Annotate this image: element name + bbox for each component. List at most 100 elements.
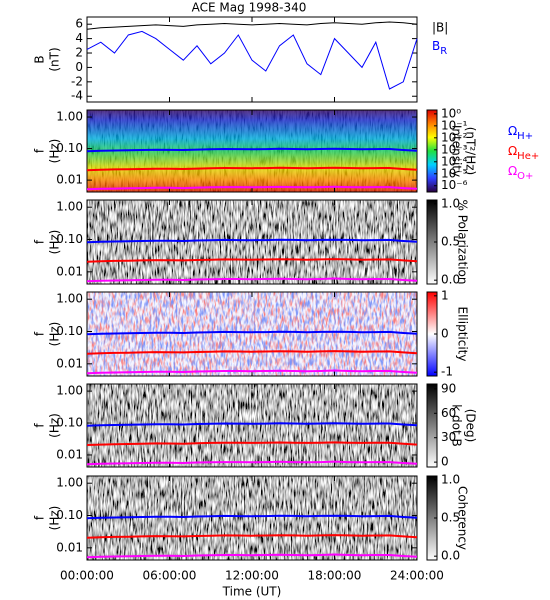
series-line bbox=[87, 369, 417, 375]
series-line bbox=[87, 534, 417, 539]
panel: 0 30 60 90 k dot B (Deg) 1.00 0.10 0.01 f (Hz) bbox=[33, 381, 478, 468]
colorbar-tick-label: 10⁻⁴ bbox=[441, 154, 468, 168]
y-tick-label: 2 bbox=[75, 46, 83, 60]
colorbar bbox=[426, 383, 438, 468]
y-axis-label: f bbox=[33, 239, 47, 244]
series-line bbox=[87, 330, 417, 336]
colorbar-tick-label: 0.5 bbox=[441, 511, 460, 525]
series-line bbox=[87, 277, 417, 283]
colorbar-tick-label: 10⁻¹ bbox=[441, 118, 468, 132]
series-lines bbox=[86, 21, 418, 90]
y-tick-label: -2 bbox=[71, 74, 83, 88]
panel: 0.0 0.5 1.0% Polarization 1.00 0.10 0.01 f (Hz) bbox=[33, 196, 470, 286]
colorbar-tick-label: 10⁻² bbox=[441, 130, 468, 144]
colorbar-label: Coherency bbox=[456, 486, 470, 550]
x-axis-label: Time (UT) bbox=[222, 585, 282, 599]
series-line bbox=[87, 441, 417, 446]
y-axis-label: (Hz) bbox=[48, 506, 62, 531]
y-tick-label: 0.10 bbox=[56, 141, 83, 155]
series-line bbox=[87, 350, 417, 355]
series-line bbox=[86, 30, 418, 90]
series-lines bbox=[87, 514, 417, 559]
chart-title: ACE Mag 1998-340 bbox=[192, 1, 307, 15]
colorbar-tick-label: 0.5 bbox=[441, 235, 460, 249]
y-tick-label: 0.01 bbox=[56, 173, 83, 187]
colorbar-tick-label: -1 bbox=[441, 365, 453, 379]
colorbar-tick-label: 0 bbox=[441, 455, 449, 469]
y-tick-label: -4 bbox=[71, 89, 83, 103]
colorbar-tick-label: 1.0 bbox=[441, 196, 460, 210]
series-line bbox=[87, 258, 417, 263]
y-tick-label: 0.01 bbox=[56, 447, 83, 461]
colorbar bbox=[426, 109, 438, 193]
x-tick-label: 06:00:00 bbox=[143, 569, 197, 583]
legend-entry: |B| bbox=[432, 21, 448, 35]
y-tick-label: 1.00 bbox=[56, 200, 83, 214]
y-axis-label: f bbox=[33, 331, 47, 336]
series-line bbox=[86, 21, 418, 30]
colorbar-label: % Polarization bbox=[456, 200, 470, 285]
colorbar-tick-label: 0.0 bbox=[441, 273, 460, 287]
y-axis-label: (Hz) bbox=[48, 230, 62, 255]
colorbar-tick-label: 60 bbox=[441, 406, 456, 420]
colorbar-label: (nT²/Hz) bbox=[464, 127, 478, 175]
y-axis-label: f bbox=[33, 423, 47, 428]
colorbar-tick-label: 1.0 bbox=[441, 472, 460, 486]
colorbar-tick-label: 10⁻³ bbox=[441, 142, 468, 156]
series-line bbox=[87, 460, 417, 466]
series-line bbox=[87, 166, 417, 172]
legend-entry: ΩH+ bbox=[508, 124, 533, 143]
y-tick-label: 0.10 bbox=[56, 232, 83, 246]
y-axis-label: f bbox=[33, 148, 47, 153]
series-line bbox=[87, 185, 417, 191]
y-tick-label: 0 bbox=[75, 60, 83, 74]
series-lines bbox=[87, 330, 417, 375]
colorbar-tick-label: 0.0 bbox=[441, 549, 460, 563]
x-tick-label: 24:00:00 bbox=[390, 569, 444, 583]
y-axis-label: f bbox=[33, 515, 47, 520]
x-tick-label: 00:00:00 bbox=[60, 569, 114, 583]
y-tick-label: 1.00 bbox=[56, 476, 83, 490]
colorbar-tick-label: 10⁻⁵ bbox=[441, 166, 468, 180]
series-line bbox=[87, 422, 417, 427]
y-tick-label: 4 bbox=[75, 31, 83, 45]
y-tick-label: 1.00 bbox=[56, 110, 83, 124]
series-line bbox=[87, 238, 417, 244]
y-axis-label: (nT) bbox=[48, 47, 62, 71]
x-tick-label: 18:00:00 bbox=[308, 569, 362, 583]
y-axis-label: (Hz) bbox=[48, 139, 62, 164]
panel: -1 0 1 Ellipticity 1.00 0.10 0.01 f (Hz) bbox=[33, 288, 470, 378]
y-tick-label: 0.01 bbox=[56, 264, 83, 278]
y-tick-label: 6 bbox=[75, 17, 83, 31]
colorbar-tick-label: 10⁻⁶ bbox=[441, 178, 468, 192]
colorbar-tick-label: 0 bbox=[441, 327, 449, 341]
colorbar-label: Intensity bbox=[450, 125, 464, 177]
colorbar-tick-label: 90 bbox=[441, 381, 456, 395]
legend-entry: ΩHe+ bbox=[508, 144, 539, 163]
colorbar-label: Ellipticity bbox=[456, 307, 470, 362]
series-line bbox=[87, 147, 417, 153]
y-tick-label: 0.10 bbox=[56, 416, 83, 430]
series-lines bbox=[87, 238, 417, 283]
legend-entry: ΩO+ bbox=[508, 164, 533, 183]
series-line bbox=[87, 514, 417, 520]
colorbar-tick-label: 10⁰ bbox=[441, 106, 461, 120]
colorbar-tick-label: 30 bbox=[441, 430, 456, 444]
x-tick-label: 12:00:00 bbox=[225, 569, 279, 583]
series-line bbox=[87, 553, 417, 559]
y-tick-label: 0.01 bbox=[56, 356, 83, 370]
colorbar-label: (Deg) bbox=[464, 409, 478, 443]
colorbar-tick-label: 1 bbox=[441, 288, 449, 302]
colorbar-label: k dot B bbox=[450, 404, 464, 446]
y-tick-label: 0.10 bbox=[56, 508, 83, 522]
series-lines bbox=[87, 147, 417, 191]
y-tick-label: 1.00 bbox=[56, 292, 83, 306]
legend-entry: BR bbox=[432, 39, 447, 58]
y-tick-label: 0.10 bbox=[56, 324, 83, 338]
y-tick-label: 0.01 bbox=[56, 540, 83, 554]
y-axis-label: B bbox=[33, 55, 47, 63]
